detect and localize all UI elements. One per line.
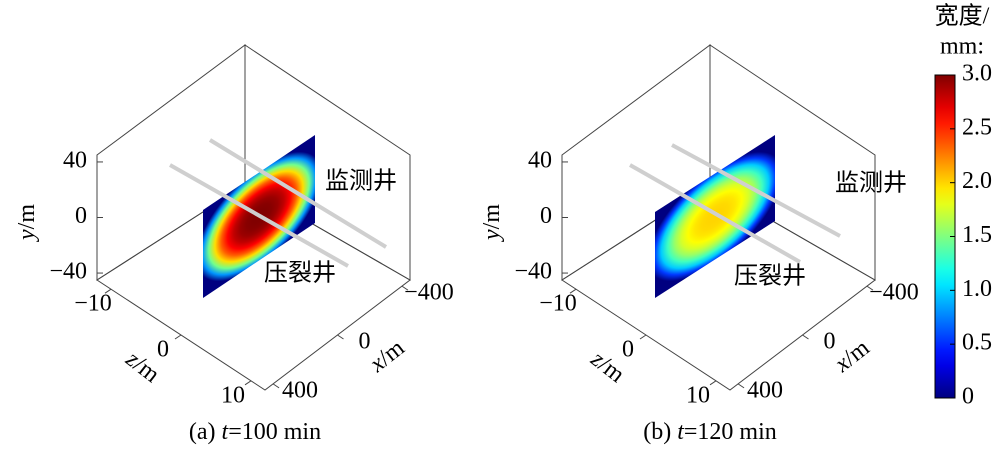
axis-label: y/m: [479, 204, 505, 242]
annotation: 压裂井: [264, 260, 336, 287]
tick-label: −10: [74, 291, 112, 317]
tick-mark: [337, 334, 344, 340]
title-text: =120 min: [684, 419, 777, 445]
title-label: (a): [189, 419, 216, 445]
tick-label: 0: [540, 203, 552, 229]
colorbar-tick-label: 1.0: [962, 276, 992, 302]
tick-label: 0: [622, 337, 634, 363]
title-variable: t: [222, 419, 230, 445]
tick-label: 0: [75, 203, 87, 229]
axis-variable: y: [479, 229, 505, 242]
tick-label: 400: [747, 377, 783, 403]
tick-mark: [866, 285, 874, 291]
tick-mark: [174, 334, 182, 340]
tick-mark: [709, 380, 717, 386]
title-text: =100 min: [228, 419, 321, 445]
colorbar-title: mm:: [940, 34, 984, 60]
tick-label: 0: [824, 329, 836, 355]
annotation: 监测井: [835, 170, 907, 197]
colorbar-tick-label: 0.5: [962, 330, 992, 356]
tick-label: 40: [528, 147, 552, 173]
monitoring-well: [671, 143, 841, 238]
axis-label: x/m: [829, 334, 874, 377]
axis-label: y/m: [14, 204, 40, 242]
tick-mark: [401, 285, 409, 291]
tick-label: 40: [63, 147, 87, 173]
colorbar-tick-label: 0: [962, 384, 974, 410]
annotation: 压裂井: [734, 263, 806, 290]
colorbar-title: 宽度/: [935, 3, 990, 30]
colorbar-tick-label: 1.5: [962, 222, 992, 248]
monitoring-well: [208, 138, 388, 249]
tick-label: −400: [869, 280, 919, 306]
colorbar-tick-label: 2.5: [962, 114, 992, 140]
tick-mark: [569, 288, 577, 294]
axis-variable: y: [14, 229, 40, 242]
tick-label: −10: [539, 291, 577, 317]
tick-label: 10: [221, 382, 245, 408]
tick-mark: [802, 334, 809, 340]
tick-mark: [639, 334, 647, 340]
tick-label: −400: [404, 280, 454, 306]
tick-label: −40: [514, 259, 552, 285]
axis-unit: /m: [479, 204, 505, 230]
axis-unit: /m: [14, 204, 40, 230]
floor-pane: [561, 184, 876, 391]
colorbar-tick-label: 3.0: [962, 61, 992, 87]
tick-label: 0: [359, 329, 371, 355]
panel-title: (a) t=100 min: [189, 419, 321, 445]
panel-title: (b) t=120 min: [643, 419, 777, 445]
tick-label: 10: [686, 382, 710, 408]
annotation: 监测井: [325, 168, 397, 195]
fracturing-well: [629, 163, 801, 264]
tick-label: 0: [157, 337, 169, 363]
tick-mark: [104, 288, 112, 294]
fracture-width-field: [655, 135, 775, 298]
axis-label: x/m: [364, 334, 409, 377]
title-variable: t: [677, 419, 685, 445]
tick-mark: [244, 380, 252, 386]
tick-mark: [272, 383, 280, 389]
fracturing-well: [169, 163, 349, 268]
tick-label: 400: [282, 377, 318, 403]
colorbar-tick-label: 2.0: [962, 168, 992, 194]
floor-pane: [96, 184, 411, 391]
tick-mark: [737, 383, 745, 389]
tick-label: −40: [49, 259, 87, 285]
title-label: (b): [643, 419, 671, 445]
